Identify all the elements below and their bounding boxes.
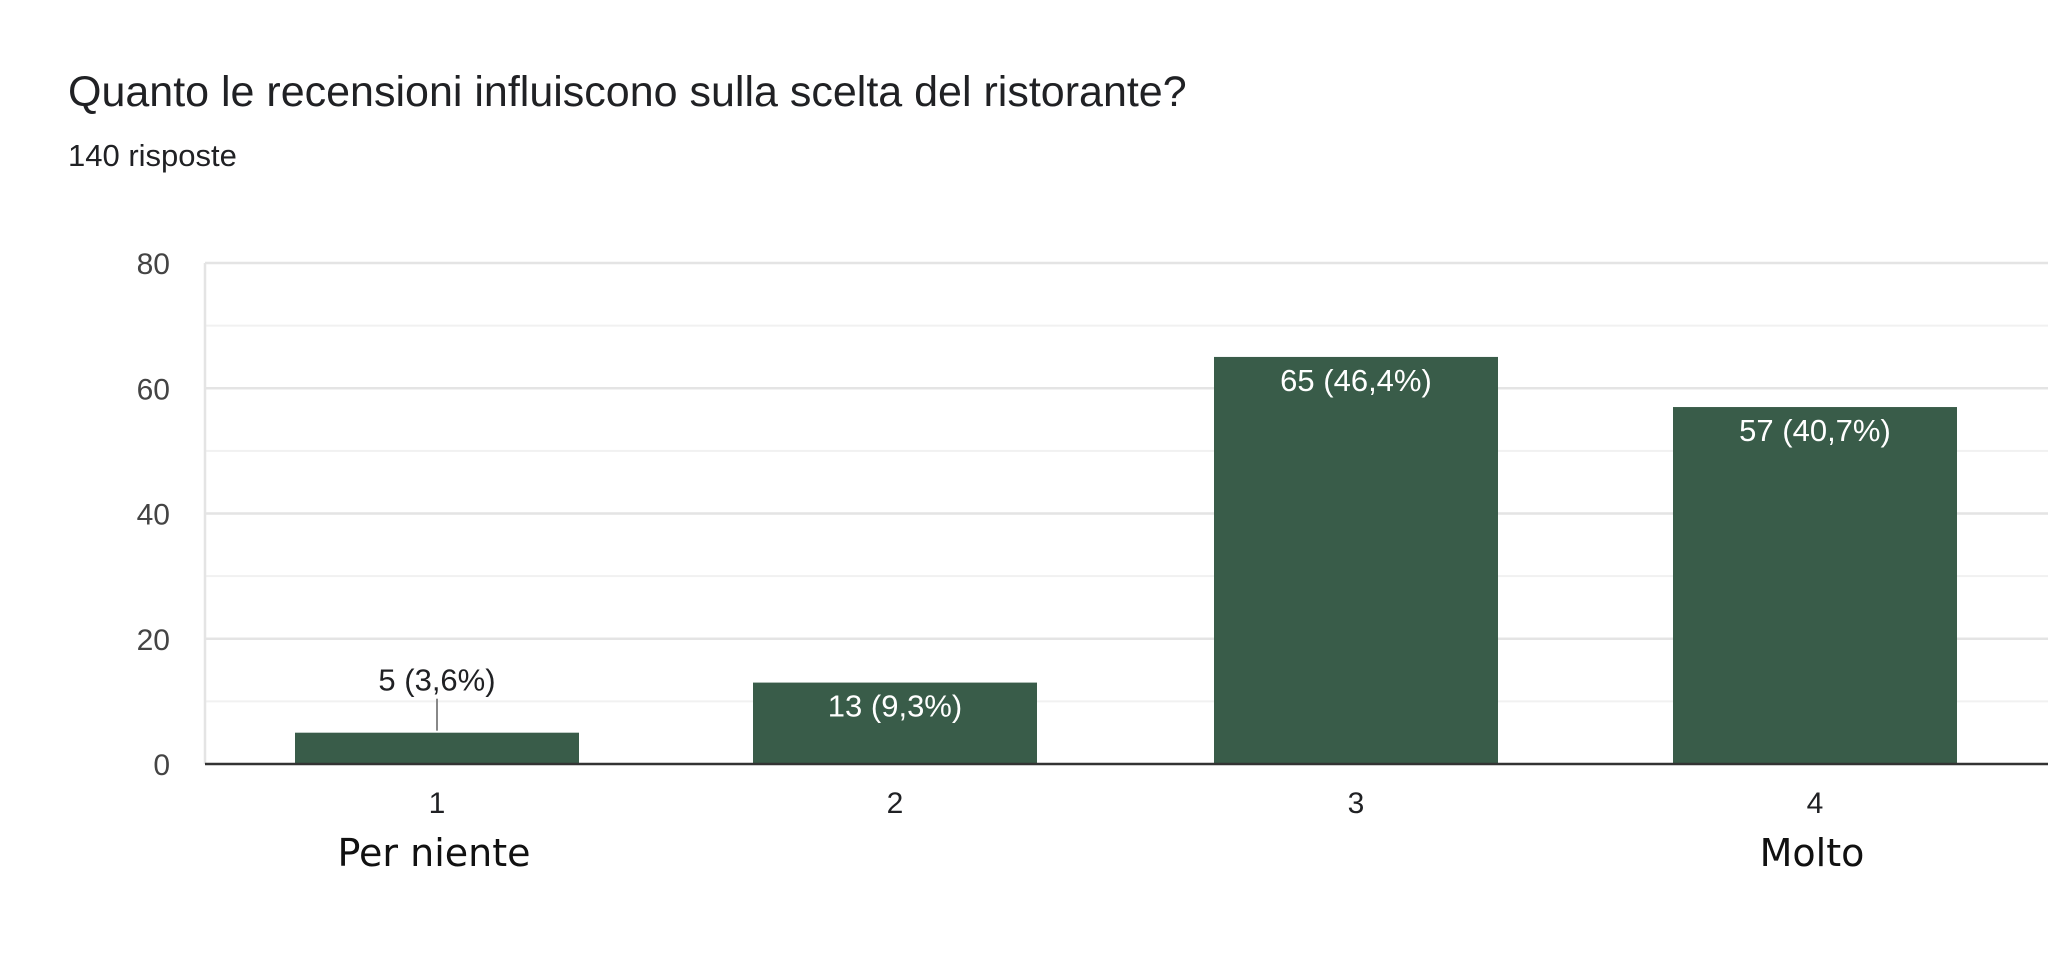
bar <box>753 682 1037 764</box>
data-label: 57 (40,7%) <box>1739 413 1891 448</box>
chart-title: Quanto le recensioni influiscono sulla s… <box>68 68 1187 116</box>
data-label: 13 (9,3%) <box>828 689 962 724</box>
x-tick-label: 3 <box>1348 787 1365 820</box>
bar <box>295 732 579 764</box>
y-tick-label: 80 <box>137 248 170 281</box>
data-label: 65 (46,4%) <box>1280 363 1432 398</box>
response-count: 140 risposte <box>68 138 237 173</box>
x-tick-label: 2 <box>887 787 904 820</box>
x-sublabel: Per niente <box>337 831 530 875</box>
y-tick-label: 0 <box>153 749 170 782</box>
bar <box>1214 356 1498 764</box>
bar <box>1673 407 1957 764</box>
x-tick-label: 4 <box>1807 787 1824 820</box>
y-tick-label: 40 <box>137 499 170 532</box>
x-tick-label: 1 <box>429 787 446 820</box>
x-sublabel: Molto <box>1760 831 1865 875</box>
y-tick-label: 60 <box>137 373 170 406</box>
data-label: 5 (3,6%) <box>378 663 495 698</box>
y-tick-label: 20 <box>137 624 170 657</box>
